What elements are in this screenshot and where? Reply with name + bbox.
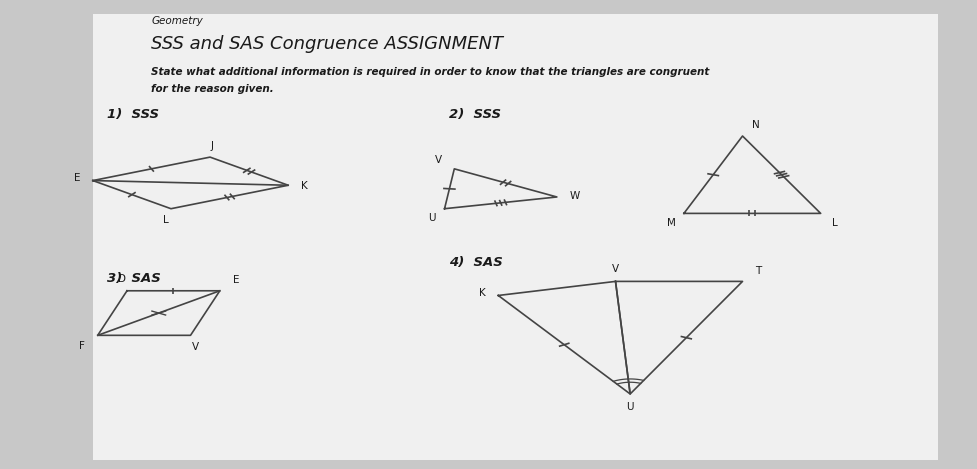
Text: SSS and SAS Congruence ASSIGNMENT: SSS and SAS Congruence ASSIGNMENT <box>151 35 503 53</box>
Text: U: U <box>626 402 634 412</box>
Text: State what additional information is required in order to know that the triangle: State what additional information is req… <box>151 67 710 76</box>
Text: D: D <box>118 274 126 284</box>
Text: V: V <box>612 265 619 274</box>
Text: W: W <box>570 191 579 201</box>
Text: 4)  SAS: 4) SAS <box>449 256 503 269</box>
Text: F: F <box>79 341 85 351</box>
Text: K: K <box>479 288 486 298</box>
Text: 2)  SSS: 2) SSS <box>449 108 501 121</box>
Text: L: L <box>163 215 169 225</box>
Text: 3)  SAS: 3) SAS <box>107 272 161 285</box>
Text: for the reason given.: for the reason given. <box>151 84 275 94</box>
Text: V: V <box>191 342 199 352</box>
FancyBboxPatch shape <box>93 14 938 460</box>
Text: T: T <box>755 266 761 276</box>
Text: Geometry: Geometry <box>151 16 203 26</box>
Text: K: K <box>301 181 308 191</box>
Text: E: E <box>233 275 239 285</box>
Text: J: J <box>210 141 214 151</box>
Text: V: V <box>435 155 442 165</box>
Text: L: L <box>832 218 838 228</box>
Text: M: M <box>666 218 676 228</box>
Text: U: U <box>428 213 436 223</box>
Text: N: N <box>752 121 760 130</box>
Text: E: E <box>73 173 80 183</box>
Text: 1)  SSS: 1) SSS <box>107 108 159 121</box>
